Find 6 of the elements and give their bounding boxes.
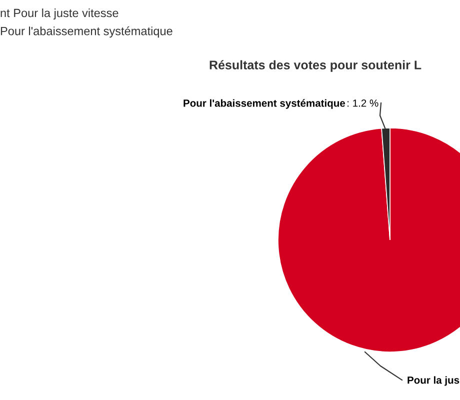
slice-label: Pour la jus [408,376,460,386]
text: Pour l'abaissement systématique [0,26,172,38]
data-label: : 1.2 % [348,99,378,107]
slice-label: Pour l'abaissement systématique [184,99,346,109]
chart-title: Résultats des votes pour soutenir L [210,60,422,72]
text: nt Pour la juste vitesse [0,8,118,20]
